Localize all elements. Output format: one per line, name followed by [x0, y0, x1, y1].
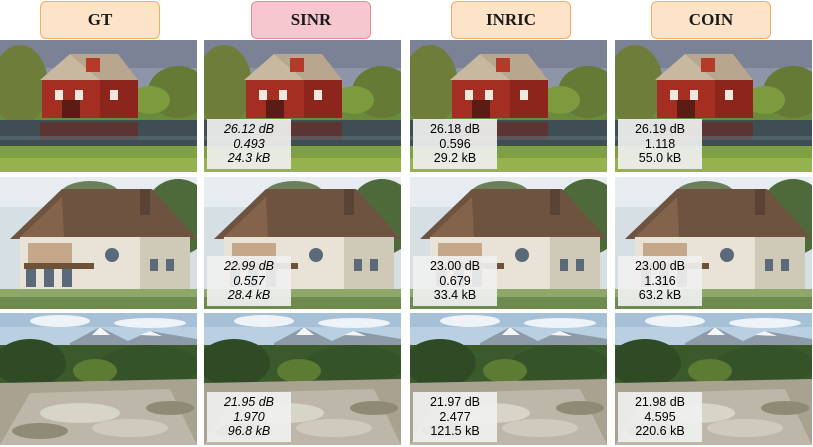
metrics-box: 21.98 dB 4.595 220.6 kB: [618, 392, 702, 442]
psnr-value: 21.98 dB: [634, 395, 686, 410]
score-value: 0.557: [233, 273, 265, 288]
psnr-value: 22.99 dB: [223, 259, 275, 274]
size-value: 220.6 kB: [635, 424, 685, 439]
metrics-box: 26.18 dB 0.596 29.2 kB: [413, 119, 497, 169]
gt-image-stream: [0, 313, 197, 445]
inric-image-chalet: 23.00 dB 0.679 33.4 kB: [410, 177, 607, 309]
barn-image: [0, 40, 197, 172]
score-value: 0.596: [439, 136, 471, 151]
gt-image-barn: [0, 40, 197, 172]
sinr-image-stream: 21.95 dB 1.970 96.8 kB: [204, 313, 401, 445]
metrics-box: 22.99 dB 0.557 28.4 kB: [207, 256, 291, 306]
coin-image-barn: 26.19 dB 1.118 55.0 kB: [615, 40, 812, 172]
metrics-box: 21.95 dB 1.970 96.8 kB: [207, 392, 291, 442]
header-coin: COIN: [651, 1, 771, 39]
psnr-value: 21.97 dB: [429, 395, 481, 410]
metrics-box: 23.00 dB 1.316 63.2 kB: [618, 256, 702, 306]
psnr-value: 26.12 dB: [223, 122, 275, 137]
score-value: 1.316: [644, 273, 676, 288]
header-inric: INRIC: [451, 1, 571, 39]
psnr-value: 26.19 dB: [634, 122, 686, 137]
score-value: 2.477: [439, 409, 471, 424]
header-sinr: SINR: [251, 1, 371, 39]
score-value: 0.493: [233, 136, 265, 151]
metrics-box: 23.00 dB 0.679 33.4 kB: [413, 256, 497, 306]
size-value: 28.4 kB: [227, 288, 271, 303]
coin-image-chalet: 23.00 dB 1.316 63.2 kB: [615, 177, 812, 309]
coin-image-stream: 21.98 dB 4.595 220.6 kB: [615, 313, 812, 445]
score-value: 1.118: [644, 136, 676, 151]
sinr-image-barn: 26.12 dB 0.493 24.3 kB: [204, 40, 401, 172]
size-value: 55.0 kB: [638, 151, 682, 166]
gt-image-chalet: [0, 177, 197, 309]
inric-image-barn: 26.18 dB 0.596 29.2 kB: [410, 40, 607, 172]
size-value: 96.8 kB: [227, 424, 271, 439]
metrics-box: 26.12 dB 0.493 24.3 kB: [207, 119, 291, 169]
size-value: 33.4 kB: [433, 288, 477, 303]
inric-image-stream: 21.97 dB 2.477 121.5 kB: [410, 313, 607, 445]
psnr-value: 23.00 dB: [429, 259, 481, 274]
size-value: 29.2 kB: [433, 151, 477, 166]
size-value: 63.2 kB: [638, 288, 682, 303]
sinr-image-chalet: 22.99 dB 0.557 28.4 kB: [204, 177, 401, 309]
score-value: 0.679: [439, 273, 471, 288]
stream-image: [0, 313, 197, 445]
psnr-value: 21.95 dB: [223, 395, 275, 410]
metrics-box: 21.97 dB 2.477 121.5 kB: [413, 392, 497, 442]
header-gt: GT: [40, 1, 160, 39]
size-value: 121.5 kB: [430, 424, 480, 439]
chalet-image: [0, 177, 197, 309]
score-value: 4.595: [644, 409, 676, 424]
psnr-value: 26.18 dB: [429, 122, 481, 137]
score-value: 1.970: [233, 409, 265, 424]
psnr-value: 23.00 dB: [634, 259, 686, 274]
metrics-box: 26.19 dB 1.118 55.0 kB: [618, 119, 702, 169]
size-value: 24.3 kB: [227, 151, 271, 166]
